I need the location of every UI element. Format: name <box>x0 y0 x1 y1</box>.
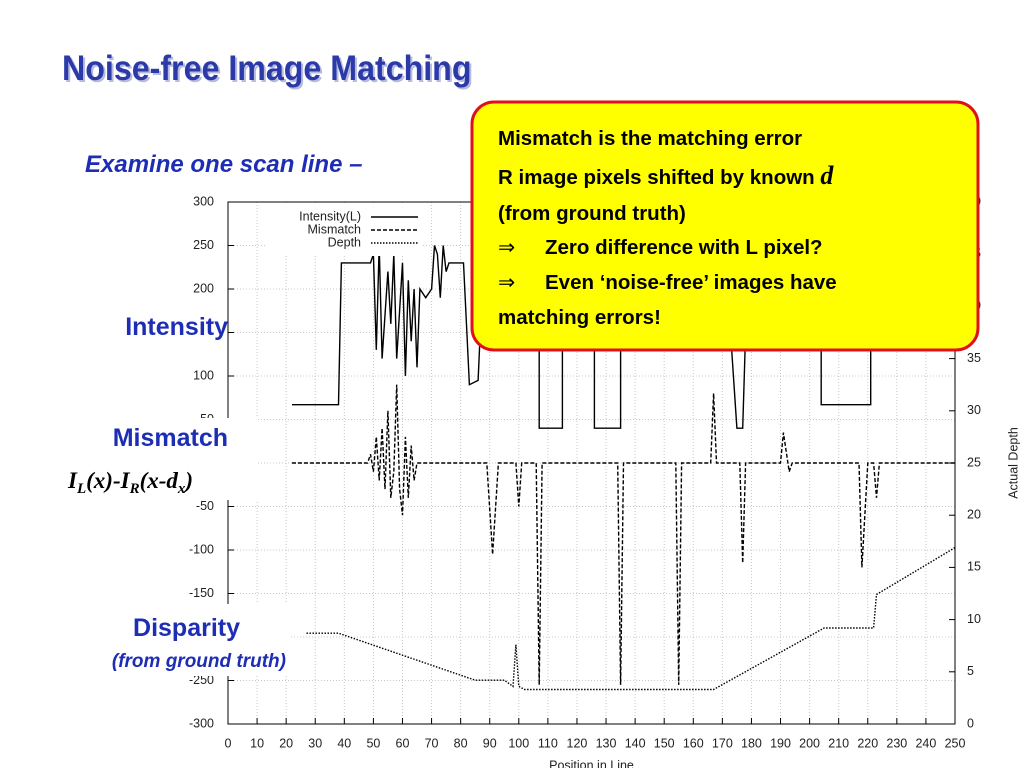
x-tick-label: 50 <box>366 736 380 750</box>
x-tick-label: 80 <box>454 736 468 750</box>
formula-part: (x-d <box>140 468 179 493</box>
x-tick-label: 120 <box>567 736 588 750</box>
x-tick-label: 210 <box>828 736 849 750</box>
formula-part: I <box>67 468 78 493</box>
callout: Mismatch is the matching error R image p… <box>470 100 980 352</box>
formula-part: L <box>76 481 86 497</box>
mismatch-label: Mismatch <box>113 424 228 452</box>
y2-tick-label: 35 <box>967 351 981 365</box>
x-tick-label: 200 <box>799 736 820 750</box>
y2-tick-label: 10 <box>967 612 981 626</box>
x-tick-label: 130 <box>596 736 617 750</box>
callout-line: R image pixels shifted by known d <box>498 161 834 190</box>
callout-var: d <box>820 161 834 190</box>
callout-arrow: ⇒ <box>498 236 515 259</box>
y2-tick-label: 5 <box>967 664 974 678</box>
callout-text: R image pixels shifted by known <box>498 166 820 189</box>
y-tick-label: 200 <box>193 281 214 295</box>
x-axis-label: Position in Line <box>549 758 634 768</box>
x-tick-label: 250 <box>945 736 966 750</box>
legend-label: Mismatch <box>308 222 362 236</box>
x-tick-label: 10 <box>250 736 264 750</box>
subtitle: Examine one scan line – <box>85 151 362 178</box>
callout-text: Even ‘noise-free’ images have <box>545 271 837 294</box>
x-tick-label: 180 <box>741 736 762 750</box>
callout-text: Zero difference with L pixel? <box>545 236 823 259</box>
overlays: Noise-free Image Matching Noise-free Ima… <box>40 50 474 676</box>
formula-part: R <box>129 481 140 497</box>
x-tick-label: 40 <box>337 736 351 750</box>
title-shadow: Noise-free Image Matching <box>64 52 474 91</box>
x-tick-label: 100 <box>508 736 529 750</box>
x-tick-label: 190 <box>770 736 791 750</box>
formula-part: ) <box>183 468 193 493</box>
intensity-label: Intensity <box>125 313 228 341</box>
disparity-label: Disparity <box>133 614 240 642</box>
x-tick-label: 20 <box>279 736 293 750</box>
series-line <box>292 384 955 685</box>
x-tick-label: 90 <box>483 736 497 750</box>
x-tick-label: 220 <box>857 736 878 750</box>
formula-part: x <box>177 481 186 497</box>
x-tick-label: 110 <box>538 736 558 750</box>
y2-tick-label: 15 <box>967 560 981 574</box>
callout-line: ⇒ Even ‘noise-free’ images have <box>498 271 837 294</box>
callout-arrow: ⇒ <box>498 271 515 294</box>
callout-line: matching errors! <box>498 306 661 329</box>
y-tick-label: 300 <box>193 194 214 208</box>
formula: IL(x)-IR(x-dx) <box>67 468 193 497</box>
y2-axis-label: Actual Depth <box>1006 427 1020 499</box>
callout-line: Mismatch is the matching error <box>498 127 802 150</box>
y-tick-label: 250 <box>193 238 214 252</box>
legend-label: Depth <box>328 235 361 249</box>
y-tick-label: 100 <box>193 368 214 382</box>
x-tick-label: 60 <box>396 736 410 750</box>
y2-tick-label: 20 <box>967 507 981 521</box>
x-tick-label: 30 <box>308 736 322 750</box>
callout-box <box>470 100 980 352</box>
disparity-note: (from ground truth) <box>112 651 286 672</box>
series-line <box>306 546 956 691</box>
y-tick-label: -100 <box>189 542 214 556</box>
label-bg <box>80 305 226 347</box>
x-tick-label: 240 <box>915 736 936 750</box>
title: Noise-free Image Matching <box>62 50 472 89</box>
series-line <box>292 245 955 429</box>
y-tick-label: -150 <box>189 586 214 600</box>
x-tick-label: 70 <box>425 736 439 750</box>
x-tick-label: 160 <box>683 736 704 750</box>
y2-tick-label: 30 <box>967 403 981 417</box>
x-tick-label: 140 <box>625 736 646 750</box>
x-tick-label: 0 <box>225 736 232 750</box>
x-tick-label: 230 <box>886 736 907 750</box>
callout-line: ⇒ Zero difference with L pixel? <box>498 236 823 259</box>
label-bg <box>40 604 290 676</box>
callout-line: (from ground truth) <box>498 202 686 225</box>
legend-label: Intensity(L) <box>299 209 361 223</box>
y2-tick-label: 25 <box>967 455 981 469</box>
y-tick-label: -250 <box>189 673 214 687</box>
y-tick-label: -50 <box>196 499 214 513</box>
x-tick-label: 170 <box>712 736 733 750</box>
y2-tick-label: 0 <box>967 716 974 730</box>
y-tick-label: -300 <box>189 716 214 730</box>
x-tick-label: 150 <box>654 736 675 750</box>
formula-part: (x)-I <box>86 468 130 493</box>
label-bg <box>58 418 258 500</box>
